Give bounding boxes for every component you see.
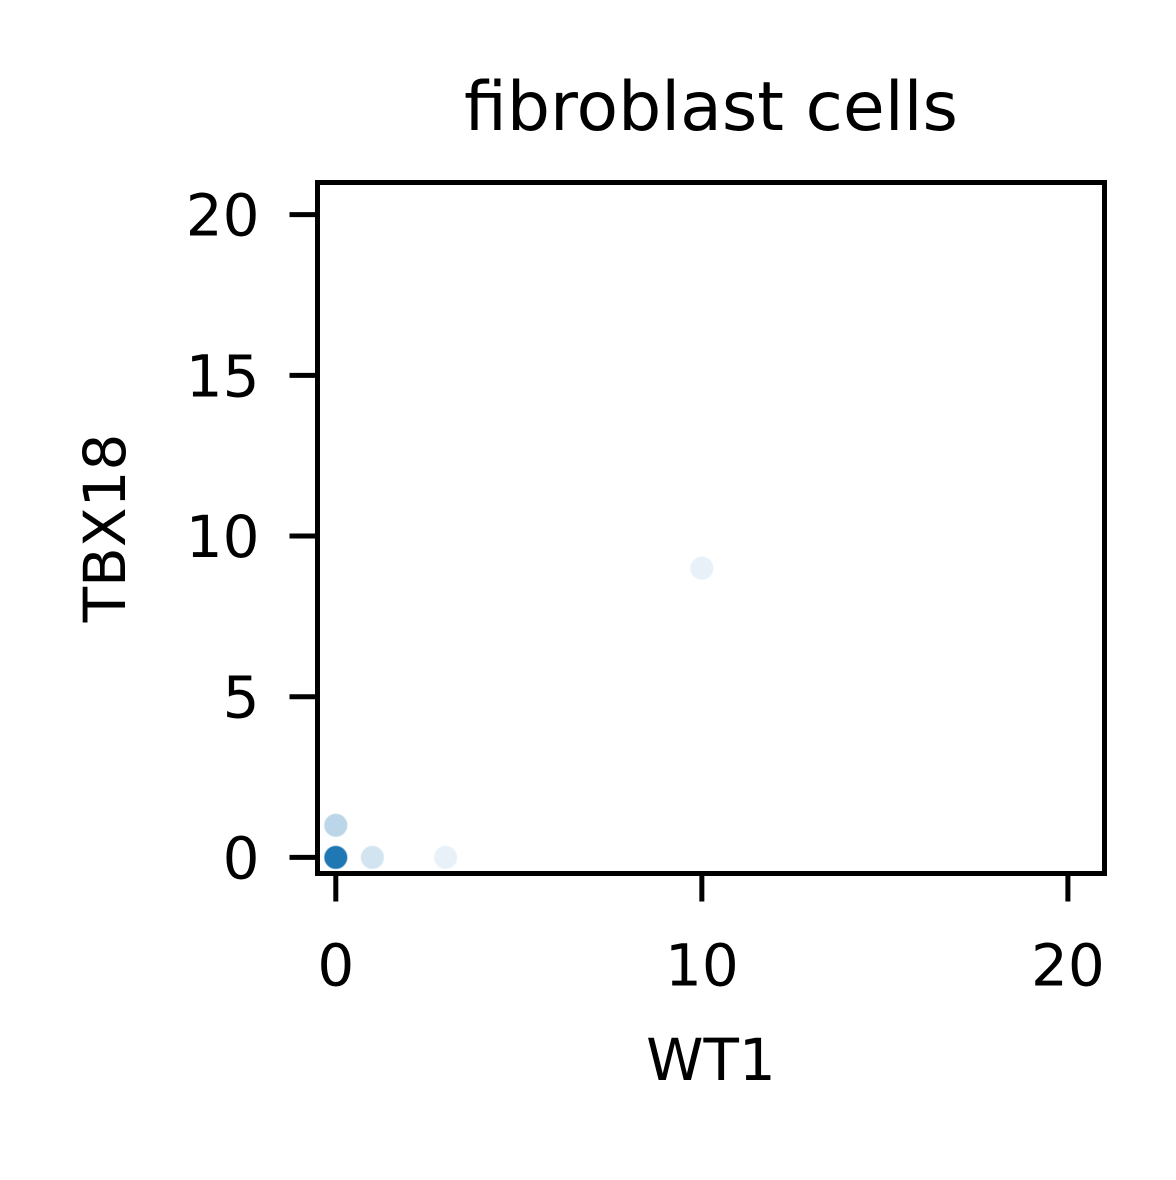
data-point (323, 844, 349, 871)
y-tick-label: 10 (186, 503, 260, 571)
points-layer (323, 555, 715, 871)
x-tick-label: 0 (317, 932, 354, 1000)
chart-title: fibroblast cells (464, 68, 958, 147)
y-axis-ticks: 0 5 10 15 20 (186, 182, 318, 892)
x-axis-ticks: 0 10 20 (317, 873, 1105, 1000)
data-point (432, 844, 459, 871)
x-tick-label: 10 (665, 932, 739, 1000)
x-axis-label: WT1 (646, 1026, 776, 1094)
y-tick-label: 0 (223, 824, 260, 892)
y-tick-label: 20 (186, 182, 260, 250)
data-point (323, 812, 349, 839)
x-tick-label: 20 (1031, 932, 1105, 1000)
y-tick-label: 5 (223, 664, 260, 732)
plot-area-frame (315, 180, 1107, 876)
y-axis-label: TBX18 (71, 434, 139, 624)
data-point (359, 844, 386, 871)
y-tick-label: 15 (186, 342, 260, 410)
data-point (689, 555, 715, 581)
